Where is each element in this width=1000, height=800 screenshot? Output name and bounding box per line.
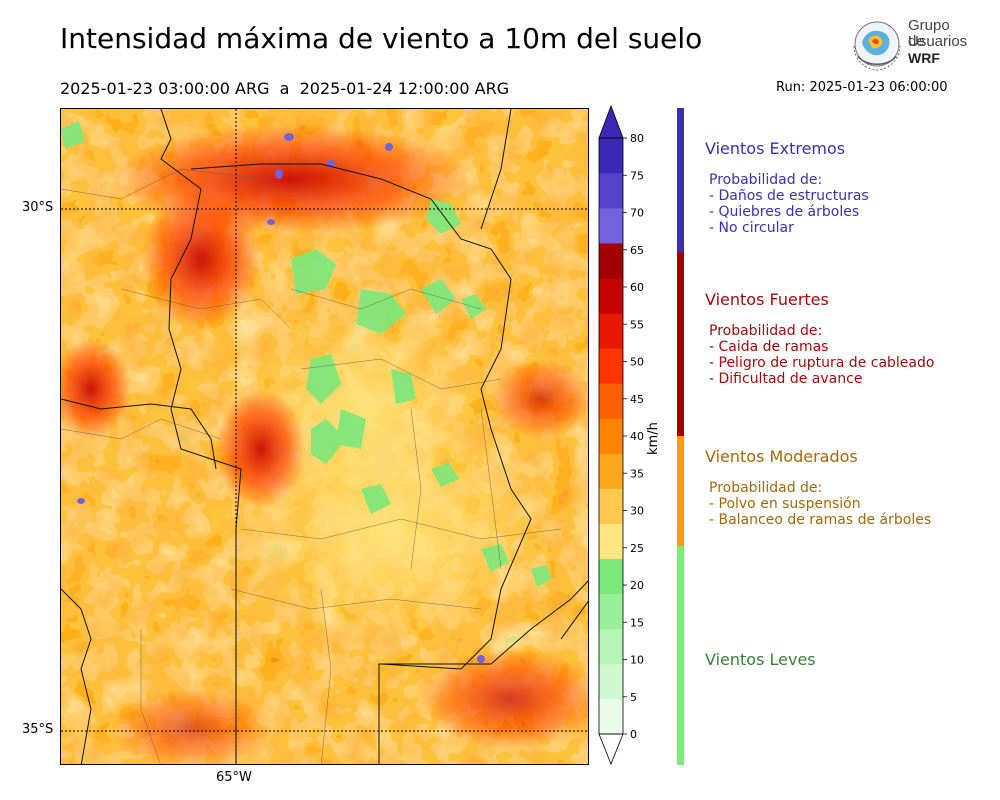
lat-label-30s: 30°S (22, 200, 54, 215)
category-desc-line: - No circular (709, 220, 794, 236)
category-desc-line: Probabilidad de: (709, 480, 823, 496)
colorbar-bin (599, 593, 623, 630)
category-desc-line: - Quiebres de árboles (709, 204, 860, 220)
colorbar-bin (599, 418, 623, 454)
category-desc-line: - Peligro de ruptura de cableado (709, 355, 935, 371)
colorbar-tick-label: 50 (630, 356, 644, 369)
colorbar-tick-label: 20 (630, 579, 644, 592)
lon-label-65w: 65°W (216, 770, 252, 785)
category-title-moderados: Vientos Moderados (705, 447, 858, 466)
colorbar-bin (599, 698, 623, 735)
wrf-logo: Grupo de Usuarios WRF (848, 16, 970, 74)
colorbar-bin (599, 313, 623, 349)
category-bar-segment (677, 436, 684, 546)
colorbar-tick-label: 5 (630, 691, 637, 704)
colorbar-bin (599, 628, 623, 665)
colorbar-tick-label: 10 (630, 654, 644, 667)
run-timestamp: Run: 2025-01-23 06:00:00 (776, 80, 948, 95)
wind-field-raster (61, 109, 588, 764)
colorbar-tick-label: 75 (630, 169, 644, 182)
category-desc-line: - Polvo en suspensión (709, 496, 861, 512)
category-desc-line: - Dificultad de avance (709, 371, 863, 387)
colorbar-bin (599, 243, 623, 279)
colorbar-tick-label: 60 (630, 281, 644, 294)
category-bar-segment (677, 108, 684, 252)
wind-speed-colorbar: 0 5 10 15 20 25 30 35 40 45 50 55 60 65 70 75 80 (598, 104, 644, 766)
category-desc-line: - Caida de ramas (709, 339, 829, 355)
category-desc-line: Probabilidad de: (709, 172, 823, 188)
colorbar-bin (599, 523, 623, 560)
category-bar-segment (677, 252, 684, 436)
colorbar-bin (599, 453, 623, 489)
colorbar-bin (599, 348, 623, 384)
colorbar-tick-label: 35 (630, 467, 644, 480)
forecast-period: 2025-01-23 03:00:00 ARG a 2025-01-24 12:… (60, 79, 510, 98)
colorbar-bin (599, 138, 623, 174)
category-desc-fuertes: Probabilidad de: - Caida de ramas - Peli… (709, 323, 934, 387)
colorbar-tick-label: 25 (630, 542, 644, 555)
colorbar-extend-max (598, 104, 624, 139)
colorbar-bin (599, 208, 623, 244)
colorbar-tick-label: 40 (630, 430, 644, 443)
colorbar-tick-label: 80 (630, 132, 644, 145)
colorbar-tick-label: 65 (630, 244, 644, 257)
logo-text-line1: Grupo de (908, 17, 950, 50)
colorbar-bin (599, 383, 623, 419)
logo-text-line3: WRF (908, 50, 940, 66)
category-title-leves: Vientos Leves (705, 650, 816, 669)
chart-title: Intensidad máxima de viento a 10m del su… (60, 22, 703, 55)
colorbar-tick-label: 70 (630, 207, 644, 220)
category-title-fuertes: Vientos Fuertes (705, 290, 829, 309)
logo-text-line2: Usuarios (908, 33, 968, 50)
colorbar-bin (599, 663, 623, 700)
colorbar-bin (599, 488, 623, 524)
category-bar-segment (677, 546, 684, 765)
colorbar-tick-label: 15 (630, 616, 644, 629)
globe-icon (853, 21, 901, 71)
lat-label-35s: 35°S (22, 722, 54, 737)
category-bar (677, 108, 684, 765)
colorbar-tick-label: 30 (630, 505, 644, 518)
category-desc-line: - Daños de estructuras (709, 188, 869, 204)
category-desc-line: - Balanceo de ramas de árboles (709, 512, 932, 528)
colorbar-extend-min (598, 733, 624, 766)
colorbar-bin (599, 558, 623, 595)
colorbar-tick-label: 0 (630, 728, 637, 741)
colorbar-tick-label: 45 (630, 393, 644, 406)
colorbar-bin (599, 278, 623, 314)
colorbar-unit-label: km/h (646, 422, 661, 455)
colorbar-tick-label: 55 (630, 318, 644, 331)
category-desc-line: Probabilidad de: (709, 323, 823, 339)
category-desc-extremos: Probabilidad de: - Daños de estructuras … (709, 172, 869, 236)
wind-map (60, 108, 589, 765)
colorbar-bin (599, 173, 623, 209)
category-desc-moderados: Probabilidad de: - Polvo en suspensión -… (709, 480, 931, 528)
category-title-extremos: Vientos Extremos (705, 139, 846, 158)
